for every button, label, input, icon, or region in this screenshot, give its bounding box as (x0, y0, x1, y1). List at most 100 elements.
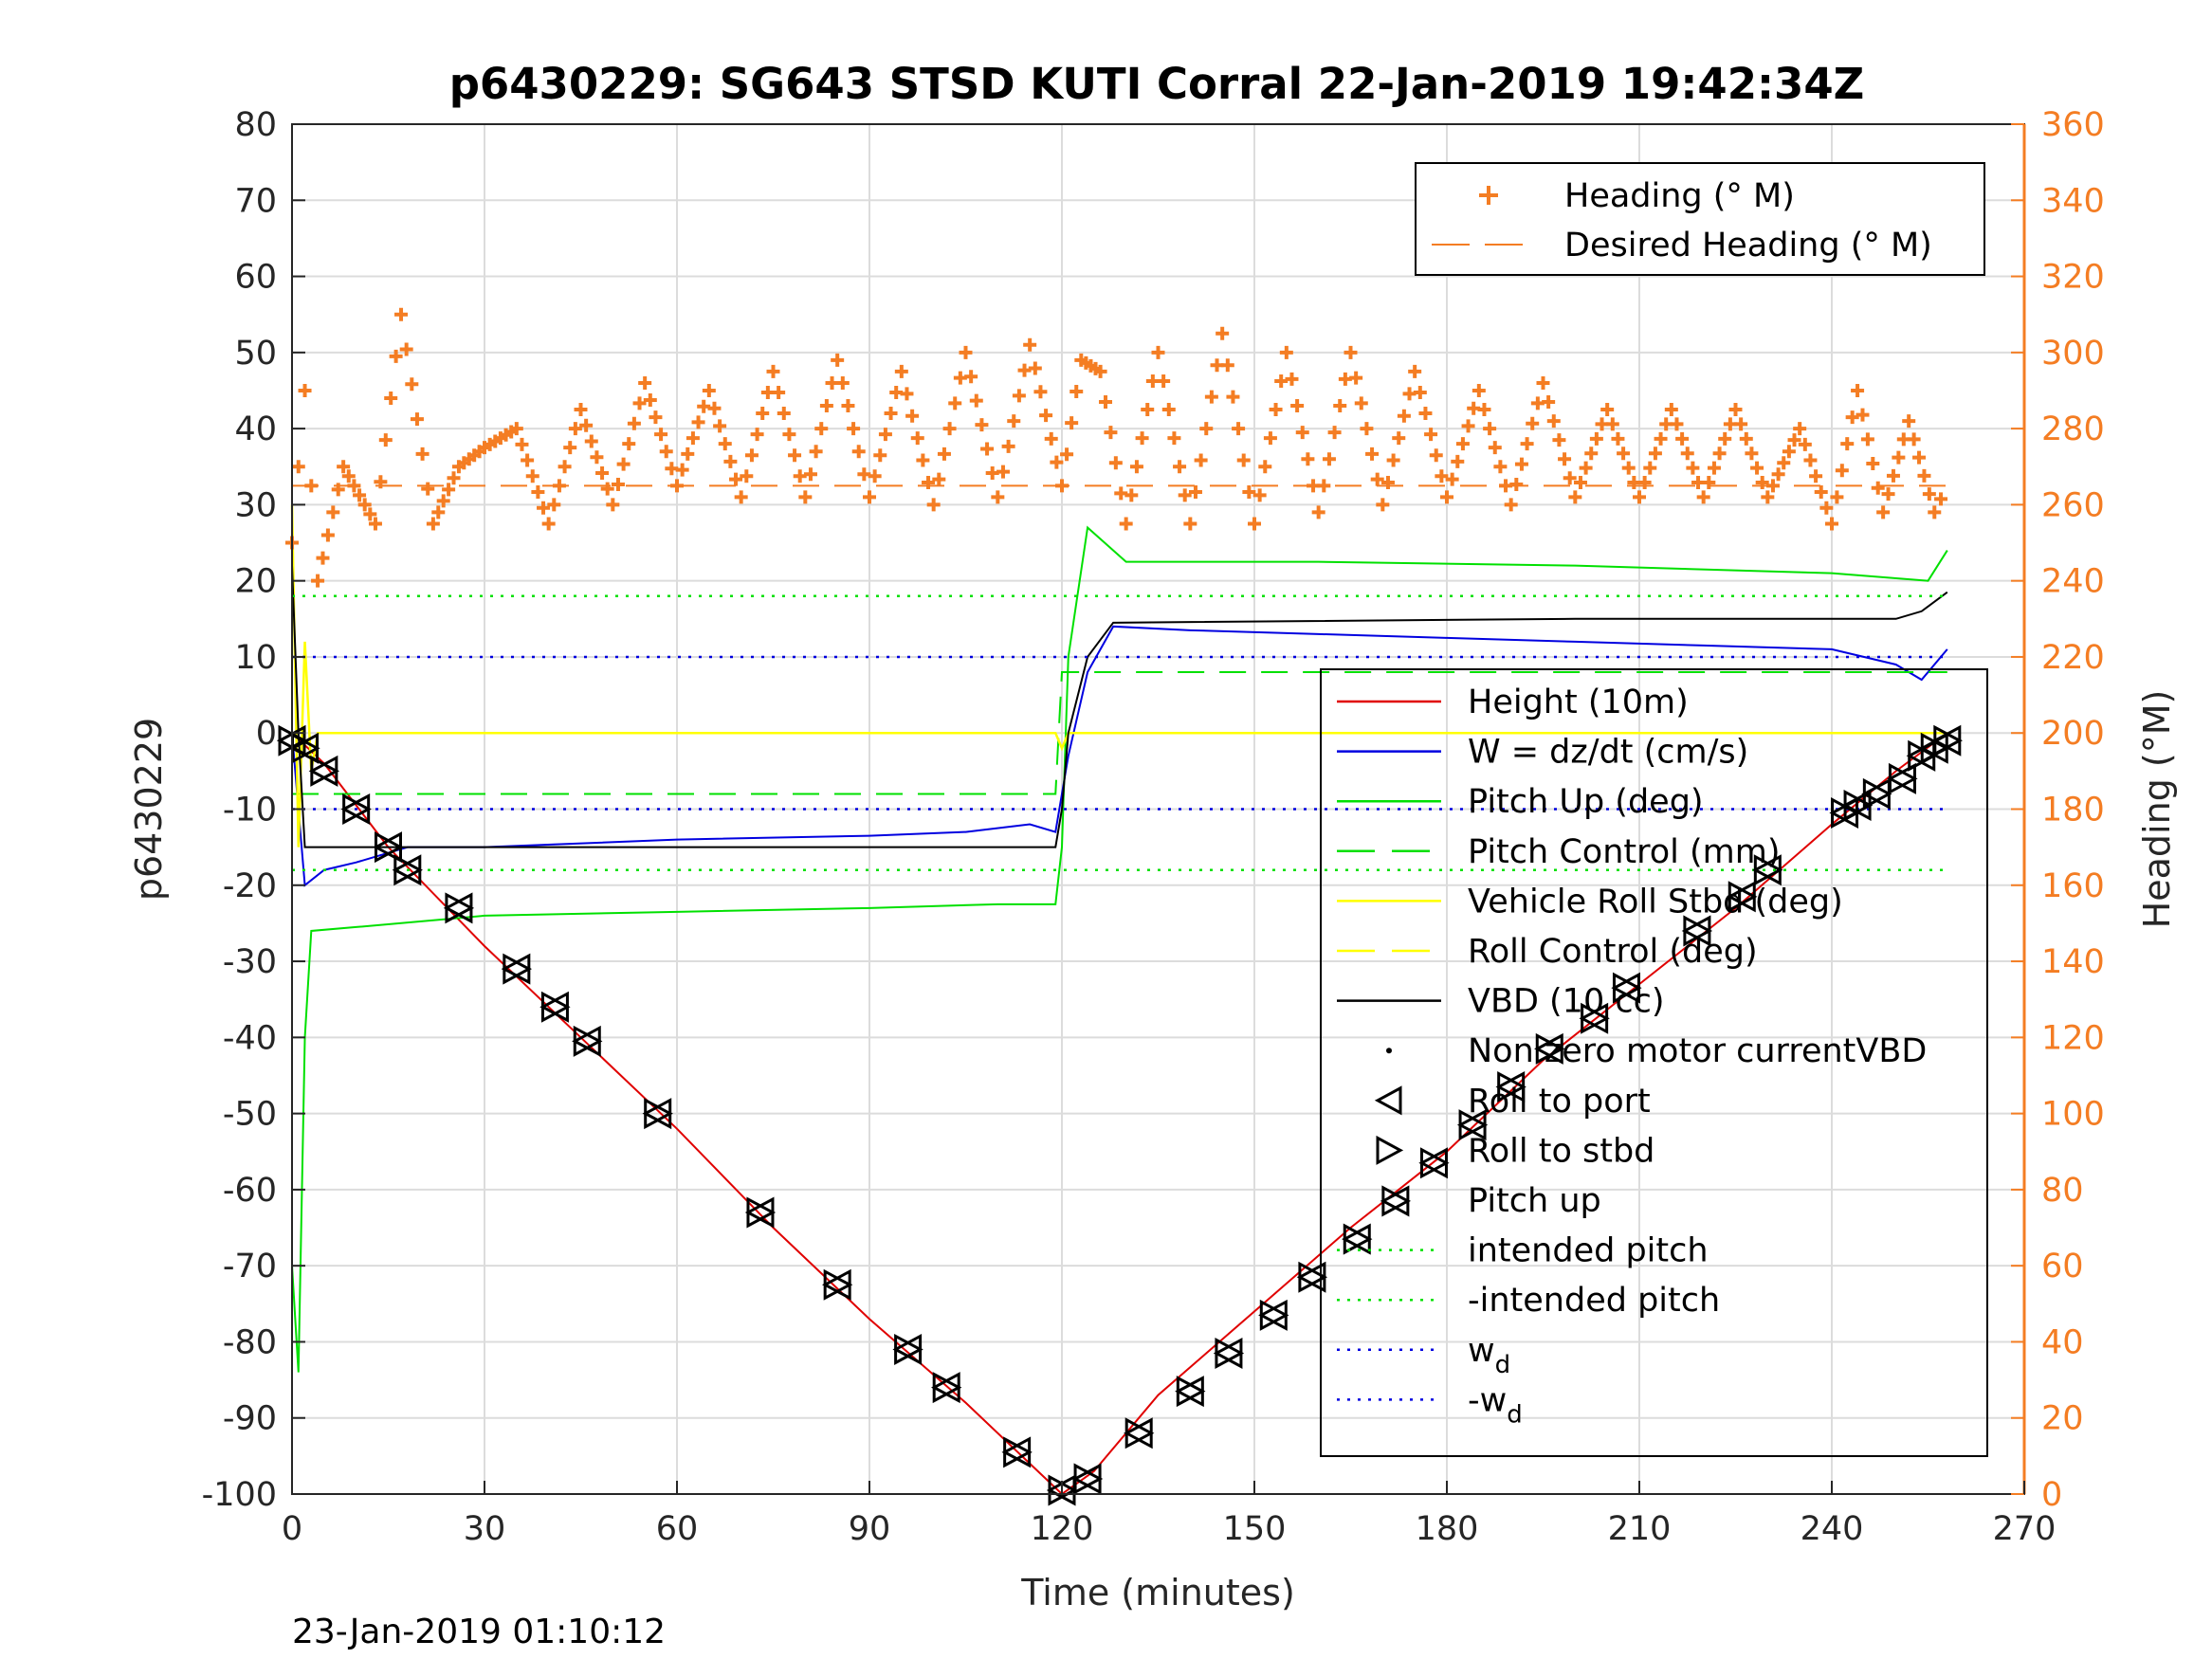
roll-to-stbd-marker (1176, 1376, 1206, 1408)
heading-point (847, 422, 861, 436)
heading-point (1017, 363, 1032, 377)
roll-to-port-marker (1124, 1417, 1153, 1449)
heading-point (713, 419, 727, 433)
heading-point (932, 472, 946, 486)
roll-to-stbd-marker (1497, 1071, 1526, 1103)
series-pitch-control-mm- (292, 671, 1947, 795)
roll-to-port-marker (1175, 1376, 1204, 1408)
heading-point (1761, 490, 1775, 504)
heading-point (1573, 475, 1587, 489)
heading-point (1129, 460, 1143, 474)
heading-point (1558, 452, 1572, 466)
heading-point (1787, 433, 1801, 447)
legend-label: Height (10m) (1468, 684, 1689, 721)
heading-point (1600, 403, 1615, 417)
left-tick-label: -100 (202, 1476, 277, 1514)
x-tick-label: 150 (1223, 1510, 1287, 1548)
heading-point (1568, 490, 1582, 504)
heading-point (1349, 371, 1363, 385)
heading-point (697, 399, 711, 413)
heading-point (1178, 488, 1192, 502)
legend-label: -intended pitch (1468, 1282, 1720, 1320)
heading-point (1285, 372, 1299, 386)
heading-point (1279, 345, 1293, 359)
heading-point (638, 375, 652, 390)
heading-point (611, 477, 625, 491)
series-height-10m- (291, 732, 1948, 1496)
heading-point (447, 471, 461, 485)
heading-point (1621, 461, 1636, 475)
heading-point (884, 407, 898, 421)
heading-point (1108, 456, 1123, 470)
heading-point (1173, 460, 1187, 474)
roll-to-stbd-marker (1419, 1147, 1450, 1179)
heading-point (782, 428, 796, 442)
heading-point (1333, 399, 1347, 413)
heading-point (1124, 488, 1139, 502)
heading-point (558, 460, 572, 474)
heading-point (926, 498, 941, 512)
heading-point (1589, 431, 1603, 446)
right-tick-label: 360 (2041, 106, 2105, 144)
heading-point (1680, 447, 1694, 461)
right-tick-label: 80 (2041, 1172, 2084, 1210)
heading-point (1793, 422, 1807, 436)
heading-point (1290, 399, 1305, 413)
x-tick-label: 120 (1031, 1510, 1094, 1548)
heading-point (1028, 361, 1042, 375)
series-pitch-up-deg- (291, 525, 1948, 1373)
heading-point (353, 488, 367, 502)
heading-point (1301, 452, 1315, 466)
heading-point (632, 396, 647, 410)
heading-point (1488, 441, 1502, 455)
heading-point (756, 407, 770, 421)
heading-point (1114, 486, 1128, 501)
heading-point (831, 353, 845, 367)
roll-to-stbd-marker (1581, 1002, 1610, 1034)
heading-point (622, 437, 636, 451)
legend-main: Height (10m) W = dz/dt (cm/s) Pitch Up (de… (1320, 668, 1988, 1457)
heading-point (1686, 461, 1700, 475)
left-tick-label: 0 (256, 715, 277, 753)
heading-point (590, 450, 604, 465)
heading-point (1477, 403, 1491, 417)
heading-point (525, 469, 539, 483)
heading-point (691, 415, 705, 429)
roll-to-stbd-marker (932, 1372, 962, 1404)
heading-point (1803, 453, 1818, 467)
heading-point (1504, 498, 1518, 512)
heading-point (1907, 432, 1921, 447)
heading-point (1876, 505, 1891, 520)
right-tick-label: 280 (2041, 410, 2105, 448)
heading-point (337, 460, 351, 474)
heading-point (1934, 492, 1948, 506)
heading-point (1912, 450, 1927, 465)
heading-point (1886, 468, 1900, 483)
heading-point (1892, 450, 1906, 465)
heading-point (1344, 345, 1358, 359)
x-tick-label: 90 (849, 1510, 891, 1548)
heading-point (1001, 439, 1015, 453)
roll-to-stbd-marker (1683, 915, 1713, 947)
heading-point (910, 431, 924, 446)
heading-point (1707, 461, 1721, 475)
heading-point (819, 399, 833, 413)
right-tick-label: 240 (2041, 563, 2105, 601)
heading-point (1220, 358, 1234, 373)
heading-point (399, 342, 413, 356)
heading-point (1712, 447, 1727, 461)
heading-point (1397, 409, 1411, 423)
heading-point (1023, 337, 1037, 352)
left-tick-label: 20 (234, 563, 277, 601)
heading-point (996, 465, 1010, 479)
heading-point (1274, 374, 1289, 388)
heading-point (1866, 457, 1880, 471)
heading-point (649, 410, 663, 425)
roll-to-stbd-marker (503, 953, 532, 985)
left-tick-label: -40 (223, 1019, 277, 1057)
heading-point (835, 375, 850, 390)
chart-title: p6430229: SG643 STSD KUTI Corral 22-Jan-… (449, 59, 1865, 109)
heading-point (579, 418, 594, 432)
heading-point (1161, 403, 1176, 417)
heading-point (675, 463, 689, 477)
